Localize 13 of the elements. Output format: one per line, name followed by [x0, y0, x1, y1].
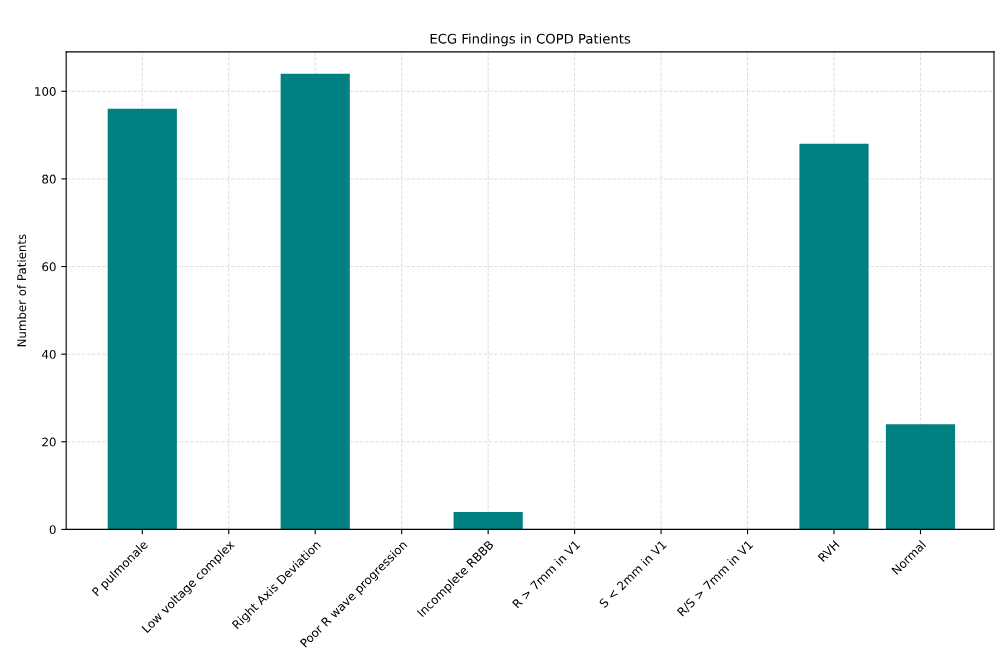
y-tick-label: 40 — [42, 349, 56, 359]
y-tick-label: 80 — [42, 174, 56, 184]
y-tick-label: 100 — [35, 87, 56, 96]
y-tick-label: 0 — [49, 525, 56, 535]
bar — [799, 143, 869, 530]
y-axis-title: Number of Patients — [16, 234, 27, 347]
y-tick-label: 60 — [42, 262, 56, 272]
bar — [280, 73, 350, 530]
bar — [453, 511, 523, 530]
y-tick-label: 20 — [42, 437, 56, 447]
chart-title: ECG Findings in COPD Patients — [430, 33, 631, 47]
bar — [885, 424, 956, 530]
bar — [107, 108, 177, 530]
